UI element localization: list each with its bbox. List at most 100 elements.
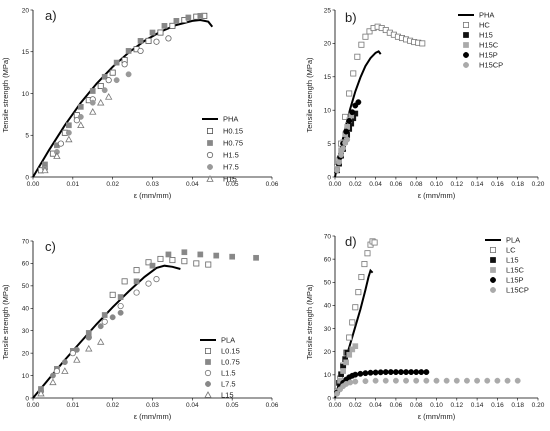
data-point (133, 267, 140, 274)
data-point (349, 109, 356, 116)
y-tick-label: 30 (324, 326, 332, 333)
data-point (340, 145, 347, 152)
data-point (105, 93, 113, 100)
data-point (205, 261, 212, 268)
data-point (453, 377, 460, 384)
data-point (73, 346, 80, 353)
data-point (514, 377, 521, 384)
data-point (387, 369, 394, 376)
series-L0.15 (109, 255, 212, 298)
series-line (32, 264, 181, 399)
data-point (65, 135, 73, 143)
legend-label: L0.75 (221, 358, 240, 367)
x-tick-label: 0.04 (186, 181, 199, 188)
y-tick-label: 20 (324, 349, 332, 356)
data-point (343, 359, 350, 366)
data-point (443, 377, 450, 384)
x-tick-label: 0.05 (226, 181, 239, 188)
legend: PLA L0.15 L0.75 L1.5 L7.5 L15 (200, 336, 240, 400)
x-tick-label: 0.12 (450, 181, 463, 188)
series-H0.75 (42, 12, 204, 168)
x-tick-label: 0.20 (532, 181, 545, 188)
y-axis-title: Tensile strength (MPa) (1, 57, 10, 133)
x-tick-label: 0.06 (390, 402, 403, 409)
data-point (149, 29, 156, 36)
data-point (181, 249, 188, 256)
data-point (371, 239, 378, 246)
legend-label: H15P (479, 51, 498, 60)
data-point (346, 351, 353, 358)
data-point (484, 377, 491, 384)
legend-swatch-marker (463, 62, 469, 68)
x-tick-label: 0.06 (266, 402, 279, 409)
y-tick-label: 25 (324, 7, 332, 14)
y-tick-label: 40 (22, 306, 30, 313)
y-axis-title: Tensile strength (MPa) (1, 284, 10, 360)
y-tick-label: 5 (25, 133, 29, 140)
legend-swatch-marker (490, 287, 496, 293)
y-tick-label: 70 (22, 238, 30, 245)
data-point (344, 124, 351, 130)
series-H1.5 (41, 35, 172, 172)
legend-swatch-marker (463, 32, 469, 38)
y-tick-label: 70 (324, 233, 332, 240)
data-point (77, 104, 84, 110)
data-point (352, 343, 359, 350)
data-point (197, 251, 204, 258)
data-point (382, 369, 389, 376)
y-tick-label: 50 (22, 283, 30, 290)
legend-label: H7.5 (223, 163, 239, 172)
series-H15 (41, 93, 113, 174)
data-point (392, 369, 399, 376)
data-point (57, 140, 64, 147)
data-point (101, 312, 108, 318)
series-H0.15 (37, 12, 208, 174)
data-point (85, 344, 93, 352)
data-point (153, 38, 160, 45)
legend-label: PLA (506, 236, 520, 245)
legend-label: H0.15 (223, 127, 243, 136)
x-tick-label: 0.02 (349, 402, 362, 409)
data-point (408, 369, 415, 376)
data-point (169, 257, 176, 264)
y-tick-label: 10 (22, 91, 30, 98)
data-point (504, 377, 511, 384)
data-point (137, 47, 144, 55)
series-L15CP (334, 377, 521, 397)
legend-label: L15 (506, 256, 519, 265)
data-point (338, 152, 345, 158)
data-point (117, 309, 124, 316)
data-point (157, 255, 164, 262)
panel-2: 0.00 0.01 0.02 0.03 0.04 0.05 0.06 0 10 20 30 40 50 6… (1, 238, 279, 421)
x-tick-label: 0.08 (410, 181, 423, 188)
legend-swatch-marker (204, 391, 212, 398)
x-tick-label: 0.16 (491, 181, 504, 188)
data-point (349, 346, 356, 353)
series-line (32, 18, 214, 178)
legend-label: L7.5 (221, 380, 236, 389)
x-tick-label: 0.04 (186, 402, 199, 409)
legend-swatch-marker (205, 381, 211, 387)
y-axis-title: Tensile strength (MPa) (305, 57, 314, 133)
data-point (342, 113, 349, 120)
y-tick-label: 30 (22, 328, 30, 335)
x-tick-label: 0.01 (67, 181, 80, 188)
data-point (165, 35, 172, 42)
legend-label: PHA (479, 11, 494, 20)
data-point (355, 289, 362, 296)
legend-label: L1.5 (221, 369, 236, 378)
data-point (61, 359, 68, 366)
x-tick-label: 0.12 (450, 402, 463, 409)
data-point (105, 77, 112, 84)
data-point (89, 88, 96, 94)
x-tick-label: 0.00 (329, 402, 342, 409)
data-point (340, 368, 346, 374)
data-point (419, 40, 426, 47)
data-point (161, 23, 168, 29)
data-point (133, 289, 140, 296)
data-point (101, 87, 108, 94)
panel-label: d) (345, 234, 357, 249)
data-point (372, 369, 379, 376)
data-point (37, 389, 45, 397)
